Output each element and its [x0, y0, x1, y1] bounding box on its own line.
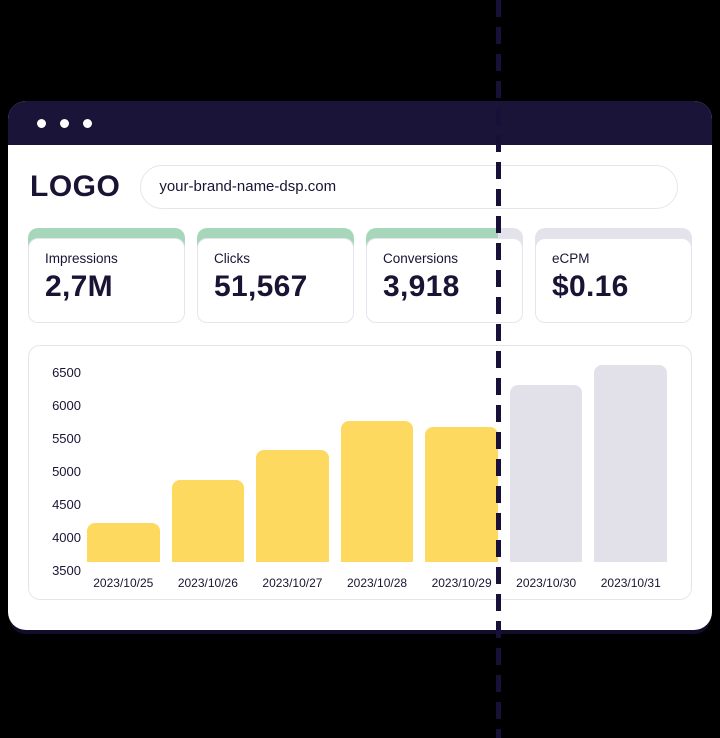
x-axis-tick-label: 2023/10/28: [346, 576, 408, 590]
x-axis-tick-label: 2023/10/25: [93, 576, 154, 590]
divider-dashed-line: [496, 0, 501, 738]
chart-y-axis: 6500 6000 5500 5000 4500 4000 3500: [45, 365, 81, 579]
y-axis-tick-label: 4000: [52, 530, 81, 545]
stat-card-clicks: Clicks 51,567: [197, 228, 354, 323]
x-axis-tick-label: 2023/10/30: [516, 576, 577, 590]
stat-card-body: eCPM $0.16: [535, 238, 692, 323]
window-control-dot[interactable]: [83, 118, 92, 128]
x-axis-tick-label: 2023/10/29: [431, 576, 492, 590]
header-row: LOGO your-brand-name-dsp.com: [28, 145, 692, 228]
window-control-dot[interactable]: [60, 118, 69, 128]
window-control-dot[interactable]: [37, 118, 46, 128]
stat-card-body: Clicks 51,567: [197, 238, 354, 323]
stat-value: 3,918: [383, 270, 460, 303]
chart-bar-2023-10-27: [256, 450, 329, 562]
stat-card-body: Impressions 2,7M: [28, 238, 185, 323]
logo: LOGO: [30, 169, 121, 203]
stat-card-ecpm: eCPM $0.16: [535, 228, 692, 323]
chart-bar-2023-10-28: [340, 421, 414, 562]
chart-x-axis: 2023/10/25 2023/10/26 2023/10/27 2023/10/28…: [87, 576, 667, 590]
stat-label: Impressions: [45, 251, 118, 266]
y-axis-tick-label: 5500: [52, 431, 81, 446]
browser-window: LOGO your-brand-name-dsp.com Impressions…: [8, 101, 712, 630]
stat-value: 2,7M: [45, 270, 113, 303]
stat-cards-row: Impressions 2,7M Clicks 51,567 Conversions 3,…: [28, 228, 692, 323]
chart-bar-2023-10-31: [594, 365, 668, 562]
stat-value: 51,567: [214, 270, 308, 303]
chart-bar-2023-10-29: [425, 427, 498, 562]
chart-bar-2023-10-30: [509, 385, 583, 562]
x-axis-tick-label: 2023/10/31: [600, 576, 661, 590]
stat-card-body: Conversions 3,918: [366, 238, 523, 323]
x-axis-tick-label: 2023/10/27: [262, 576, 323, 590]
x-axis-tick-label: 2023/10/26: [177, 576, 238, 590]
chart-bar-2023-10-25: [87, 523, 160, 562]
stat-label: Conversions: [383, 251, 459, 266]
y-axis-tick-label: 5000: [52, 464, 81, 479]
stat-card-conversions: Conversions 3,918: [366, 228, 523, 323]
stat-label: eCPM: [552, 251, 590, 266]
browser-content: LOGO your-brand-name-dsp.com Impressions…: [8, 145, 712, 600]
stat-value: $0.16: [552, 270, 629, 303]
stat-card-impressions: Impressions 2,7M: [28, 228, 185, 323]
y-axis-tick-label: 4500: [52, 497, 81, 512]
y-axis-tick-label: 6500: [52, 365, 81, 380]
bar-chart-card: 6500 6000 5500 5000 4500 4000 3500 2023/10/25 2…: [28, 345, 692, 600]
chart-plot-area: [87, 346, 668, 562]
address-bar[interactable]: your-brand-name-dsp.com: [140, 164, 678, 209]
y-axis-tick-label: 3500: [52, 563, 81, 578]
y-axis-tick-label: 6000: [52, 398, 81, 413]
chart-bar-2023-10-26: [171, 480, 245, 562]
browser-titlebar: [8, 101, 712, 145]
stat-label: Clicks: [214, 251, 250, 266]
